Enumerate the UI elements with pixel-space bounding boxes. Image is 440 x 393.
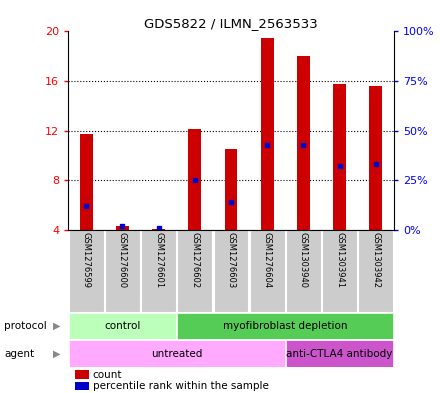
Text: GSM1303942: GSM1303942 — [371, 232, 380, 288]
Text: GSM1276604: GSM1276604 — [263, 232, 271, 288]
Bar — [75, 382, 89, 391]
Bar — [333, 84, 346, 230]
Text: GSM1276600: GSM1276600 — [118, 232, 127, 288]
Bar — [116, 226, 129, 230]
Bar — [69, 313, 176, 340]
Bar — [105, 230, 140, 312]
Text: myofibroblast depletion: myofibroblast depletion — [223, 321, 348, 331]
Text: GSM1276601: GSM1276601 — [154, 232, 163, 288]
Bar — [261, 38, 274, 230]
Bar — [152, 229, 165, 230]
Text: GSM1276603: GSM1276603 — [227, 232, 235, 288]
Text: untreated: untreated — [151, 349, 202, 359]
Bar — [177, 313, 393, 340]
Bar — [69, 340, 285, 367]
Text: control: control — [104, 321, 141, 331]
Text: agent: agent — [4, 349, 34, 359]
Text: GSM1303941: GSM1303941 — [335, 232, 344, 288]
Bar — [188, 129, 201, 230]
Bar — [250, 230, 285, 312]
Text: GSM1303940: GSM1303940 — [299, 232, 308, 288]
Bar — [286, 230, 321, 312]
Text: percentile rank within the sample: percentile rank within the sample — [92, 381, 268, 391]
Text: GSM1276602: GSM1276602 — [191, 232, 199, 288]
Bar — [286, 340, 393, 367]
Text: count: count — [92, 369, 122, 380]
Bar — [370, 86, 382, 230]
Bar — [75, 370, 89, 379]
Bar — [322, 230, 357, 312]
Bar — [358, 230, 393, 312]
Text: protocol: protocol — [4, 321, 47, 331]
Text: ▶: ▶ — [53, 349, 61, 359]
Bar — [214, 230, 248, 312]
Bar — [80, 134, 92, 230]
Bar — [141, 230, 176, 312]
Title: GDS5822 / ILMN_2563533: GDS5822 / ILMN_2563533 — [144, 17, 318, 30]
Bar — [177, 230, 212, 312]
Text: GSM1276599: GSM1276599 — [82, 232, 91, 288]
Bar — [297, 56, 310, 230]
Bar — [225, 149, 237, 230]
Bar — [69, 230, 104, 312]
Text: anti-CTLA4 antibody: anti-CTLA4 antibody — [286, 349, 393, 359]
Text: ▶: ▶ — [53, 321, 61, 331]
